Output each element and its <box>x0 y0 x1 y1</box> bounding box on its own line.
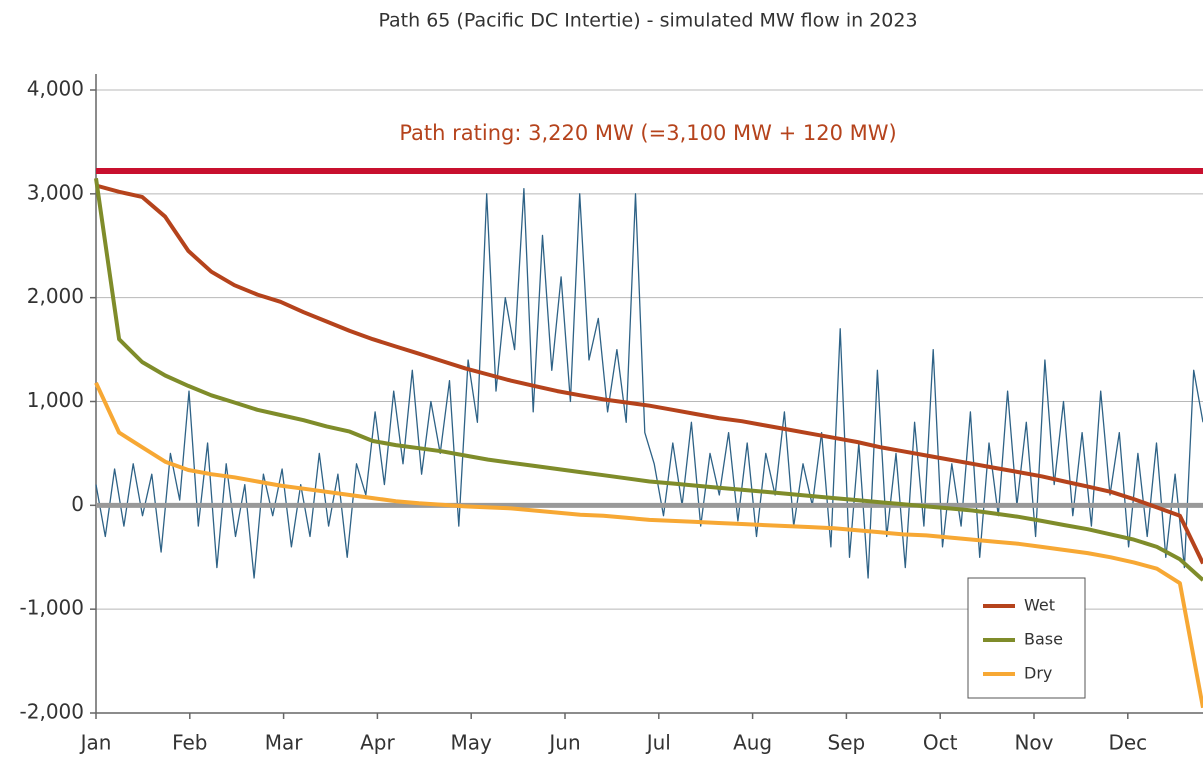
y-tick-label: -1,000 <box>20 596 84 620</box>
x-tick-label: Sep <box>828 731 866 755</box>
legend-label: Base <box>1024 630 1063 649</box>
flow-line <box>95 187 1203 579</box>
x-tick-label: Mar <box>265 731 304 755</box>
y-tick-label: -2,000 <box>20 700 84 724</box>
legend-label: Dry <box>1024 664 1052 683</box>
x-tick-label: Nov <box>1014 731 1053 755</box>
annotation: Path rating: 3,220 MW (=3,100 MW + 120 M… <box>399 121 896 145</box>
y-tick-label: 4,000 <box>27 77 84 101</box>
x-tick-label: Dec <box>1108 731 1147 755</box>
x-tick-label: Jan <box>79 731 112 755</box>
x-tick-label: Oct <box>923 731 958 755</box>
x-tick-label: Aug <box>733 731 772 755</box>
x-tick-label: May <box>451 731 493 755</box>
x-tick-label: Feb <box>172 731 207 755</box>
x-tick-label: Apr <box>360 731 395 755</box>
legend-label: Wet <box>1024 596 1055 615</box>
duration-curve <box>95 183 1203 565</box>
duration-curve <box>94 178 1203 582</box>
duration-curve <box>94 381 1203 709</box>
x-tick-label: Jul <box>645 731 671 755</box>
y-tick-label: 0 <box>71 492 84 516</box>
y-tick-label: 2,000 <box>27 284 84 308</box>
y-tick-label: 3,000 <box>27 180 84 204</box>
y-tick-label: 1,000 <box>27 388 84 412</box>
x-tick-label: Jun <box>547 731 580 755</box>
chart-title: Path 65 (Pacific DC Intertie) - simulate… <box>378 10 917 32</box>
